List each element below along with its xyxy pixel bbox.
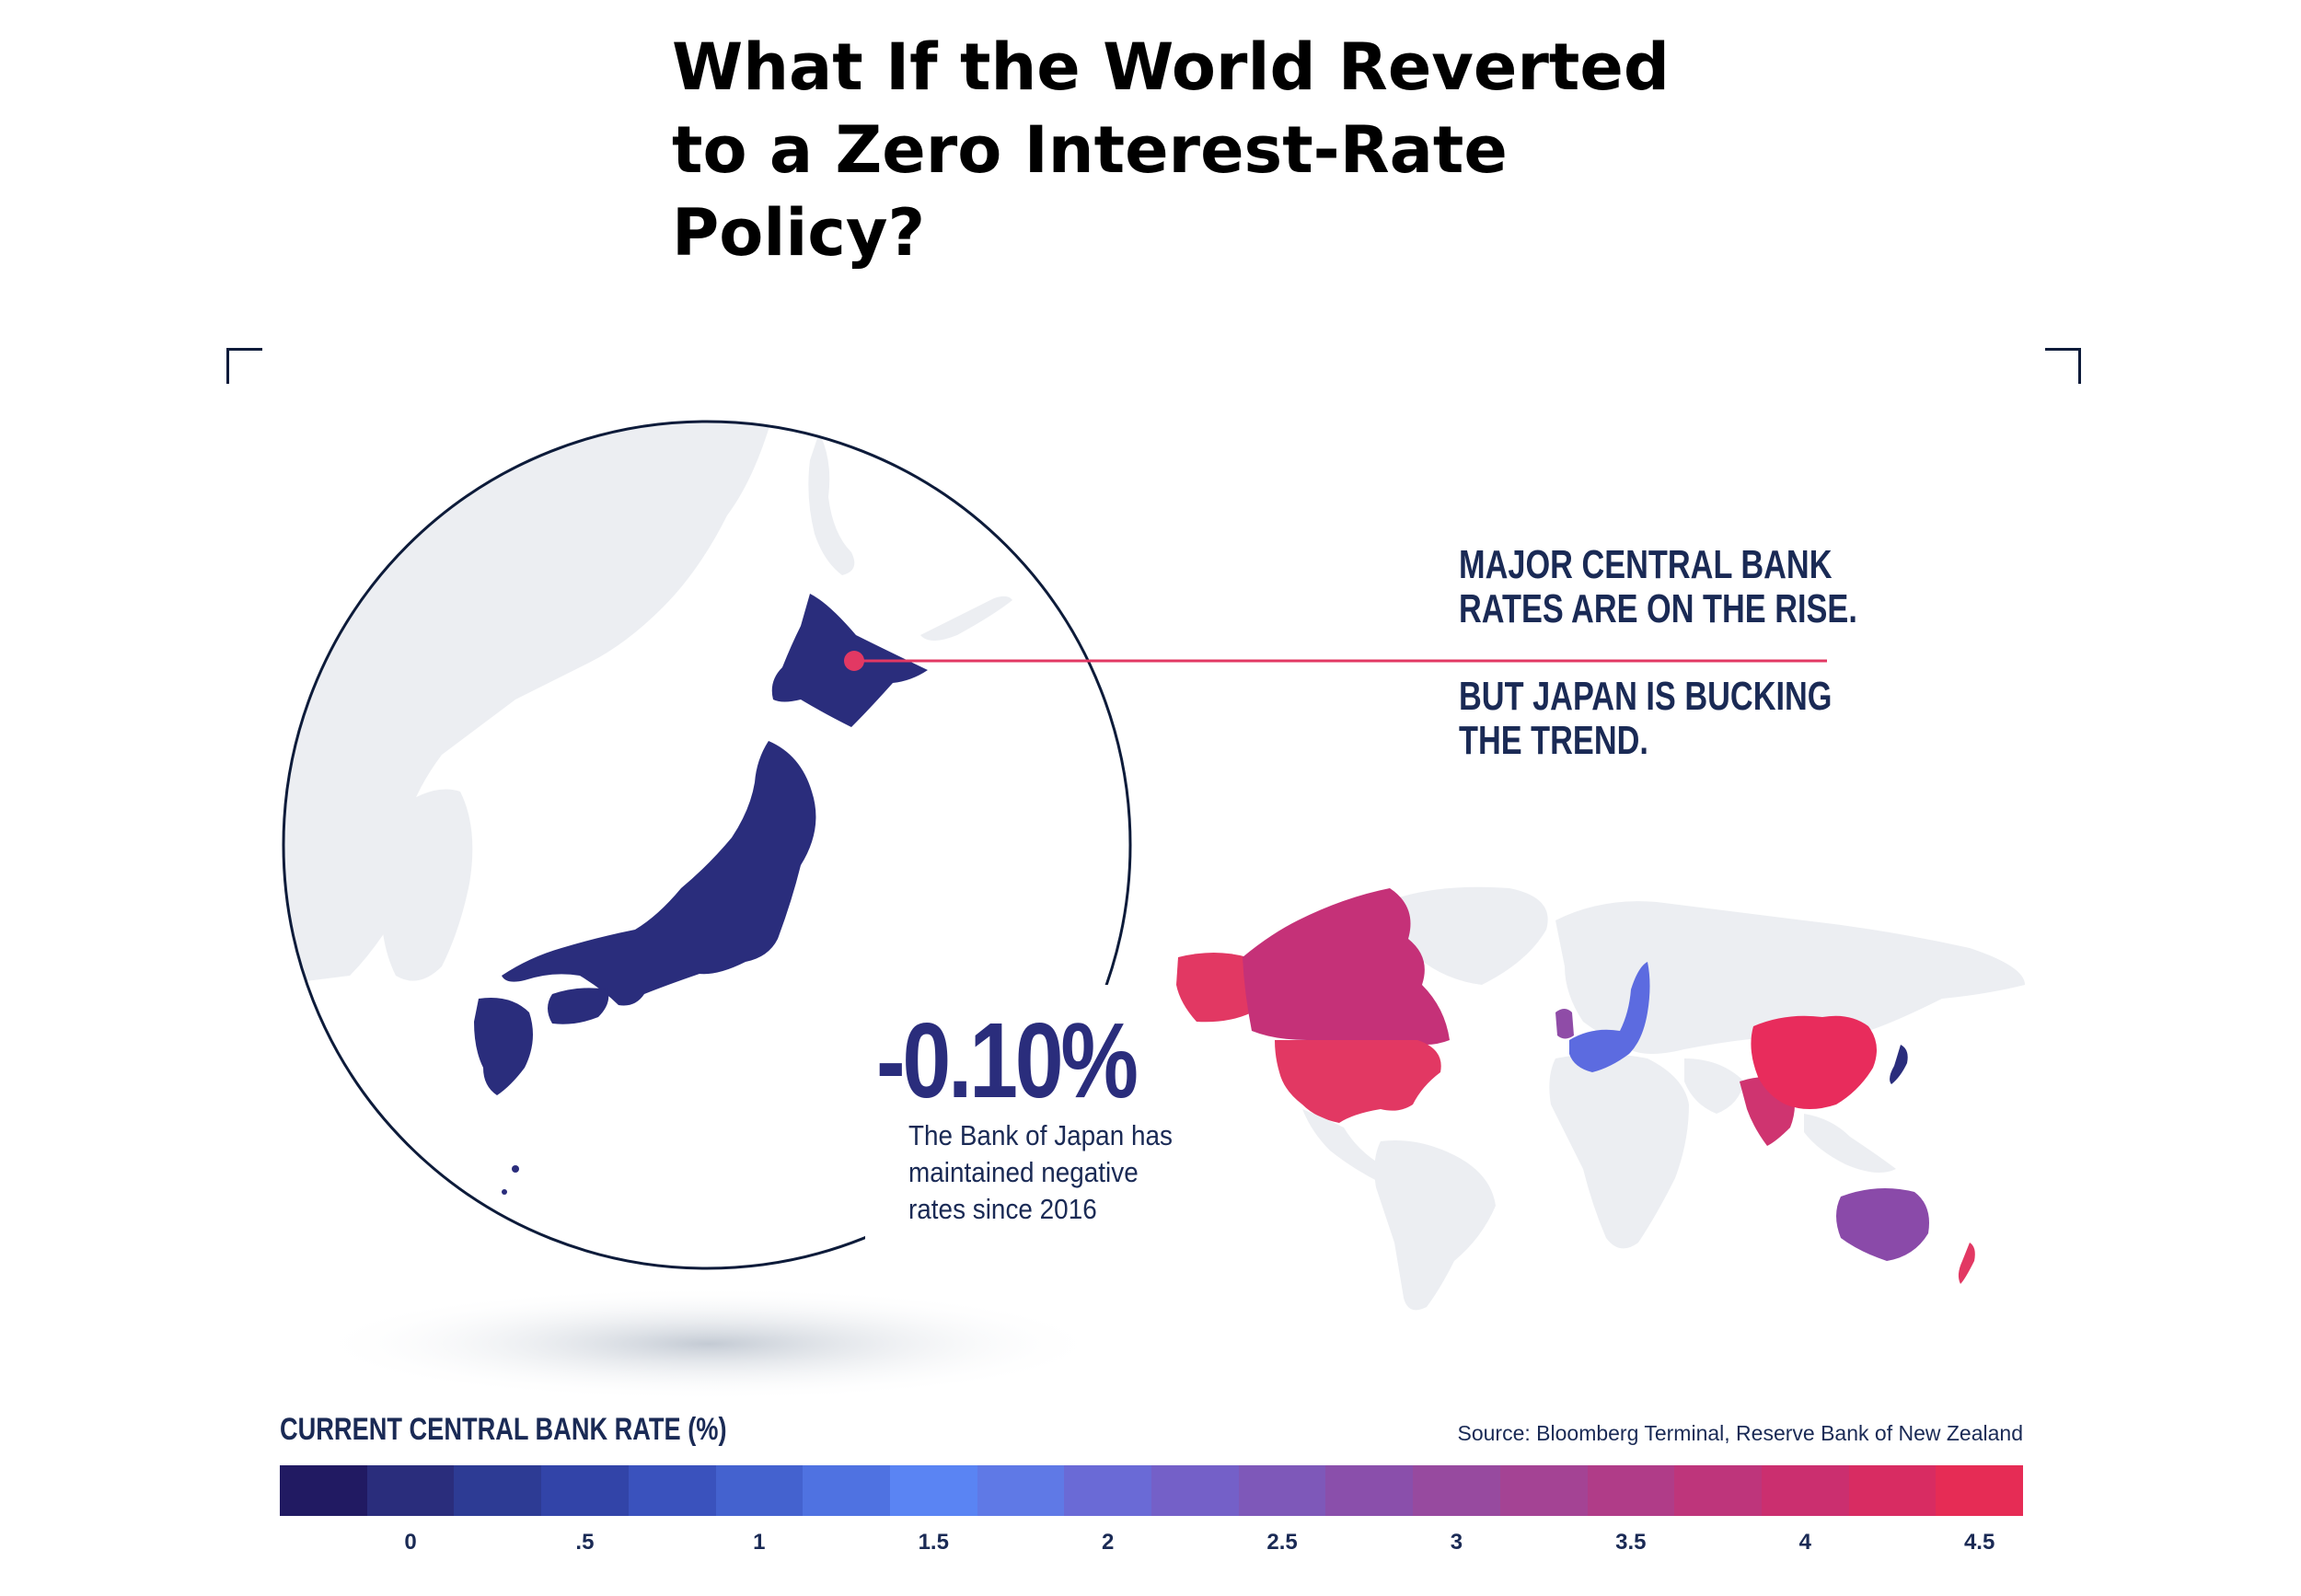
frame-corner-top-left xyxy=(226,348,262,384)
headline-line: RATES ARE ON THE RISE. xyxy=(1459,586,1857,631)
legend-swatch xyxy=(628,1465,716,1516)
legend-title: CURRENT CENTRAL BANK RATE (%) xyxy=(280,1412,727,1447)
legend-tick-label: 2 xyxy=(1101,1530,1115,1555)
south-america-shape xyxy=(1374,1140,1496,1311)
korea-peninsula-shape xyxy=(381,789,473,981)
headline-line: THE TREND. xyxy=(1459,718,1648,763)
eurasia-shape xyxy=(1555,901,2025,1054)
legend-swatch xyxy=(366,1465,455,1516)
note-line: rates since 2016 xyxy=(908,1193,1097,1225)
uk-shape xyxy=(1555,1009,1574,1039)
alaska-shape xyxy=(1176,953,1252,1023)
legend-color-scale xyxy=(280,1465,2024,1516)
headline-japan: BUT JAPAN IS BUCKING THE TREND. xyxy=(1459,675,1833,763)
japan-small-shape xyxy=(1890,1045,1908,1084)
note-line: The Bank of Japan has xyxy=(908,1119,1173,1151)
africa-shape xyxy=(1549,1054,1689,1249)
legend-tick-label: 4.5 xyxy=(1963,1530,1995,1555)
note-line: maintained negative xyxy=(908,1156,1139,1188)
legend-swatch xyxy=(280,1465,367,1516)
title-line: Policy? xyxy=(672,195,926,271)
title-line: What If the World Reverted xyxy=(672,29,1670,105)
china-shape xyxy=(1751,1015,1877,1109)
japan-rate-note: The Bank of Japan has maintained negativ… xyxy=(908,1117,1223,1228)
legend-swatch xyxy=(1238,1465,1326,1516)
legend-tick-label: 0 xyxy=(404,1530,417,1555)
source-note: Source: Bloomberg Terminal, Reserve Bank… xyxy=(1457,1421,2024,1445)
legend-tick-label: 2.5 xyxy=(1266,1530,1298,1555)
frame-corner-top-right xyxy=(2045,348,2081,384)
legend-swatch xyxy=(454,1465,542,1516)
legend-swatch xyxy=(1674,1465,1762,1516)
title-line: to a Zero Interest-Rate xyxy=(672,112,1508,188)
legend-tick-label: 3 xyxy=(1450,1530,1463,1555)
legend-swatch xyxy=(1325,1465,1414,1516)
japan-honshu-shape xyxy=(502,741,816,1006)
legend-swatch xyxy=(977,1465,1065,1516)
southeast-asia-shape xyxy=(1804,1114,1896,1173)
eurozone-shape xyxy=(1569,962,1650,1072)
headline-rising: MAJOR CENTRAL BANK RATES ARE ON THE RISE… xyxy=(1459,543,1857,631)
legend-swatch xyxy=(1936,1465,2024,1516)
legend-tick-label: 3.5 xyxy=(1615,1530,1647,1555)
australia-shape xyxy=(1836,1188,1929,1261)
sakhalin-shape xyxy=(808,433,855,575)
legend-tick-label: 1 xyxy=(753,1530,766,1555)
legend-tick-label: 4 xyxy=(1798,1530,1811,1555)
usa-shape xyxy=(1275,1040,1441,1123)
legend-swatch xyxy=(1413,1465,1500,1516)
canada-shape xyxy=(1243,888,1450,1045)
legend-swatch xyxy=(1499,1465,1588,1516)
map-pin xyxy=(844,651,864,671)
legend-tick-label: .5 xyxy=(575,1530,595,1555)
middle-east-shape xyxy=(1684,1058,1744,1114)
legend-swatch xyxy=(1587,1465,1675,1516)
headline-line: MAJOR CENTRAL BANK xyxy=(1459,542,1833,587)
legend-swatch xyxy=(1151,1465,1239,1516)
globe-outline xyxy=(282,420,1132,1270)
globe-shadow xyxy=(313,1287,1104,1401)
page-title: What If the World Reverted to a Zero Int… xyxy=(672,26,1684,274)
kuril-islands-shape xyxy=(920,596,1012,641)
japan-shikoku-shape xyxy=(548,988,609,1024)
legend-swatch xyxy=(1848,1465,1937,1516)
japan-kyushu-shape xyxy=(474,998,533,1095)
mexico-shape xyxy=(1302,1109,1385,1183)
legend-swatch xyxy=(803,1465,890,1516)
japan-rate-value: -0.10% xyxy=(876,1000,1139,1120)
legend-swatch xyxy=(715,1465,804,1516)
legend-swatch xyxy=(1064,1465,1152,1516)
legend-swatch xyxy=(889,1465,977,1516)
legend-swatch xyxy=(541,1465,629,1516)
new-zealand-shape xyxy=(1958,1243,1975,1284)
world-map xyxy=(1176,886,2025,1311)
greenland-shape xyxy=(1398,886,1548,985)
legend-swatch xyxy=(1761,1465,1849,1516)
legend-tick-label: 1.5 xyxy=(918,1530,949,1555)
headline-line: BUT JAPAN IS BUCKING xyxy=(1459,674,1833,719)
